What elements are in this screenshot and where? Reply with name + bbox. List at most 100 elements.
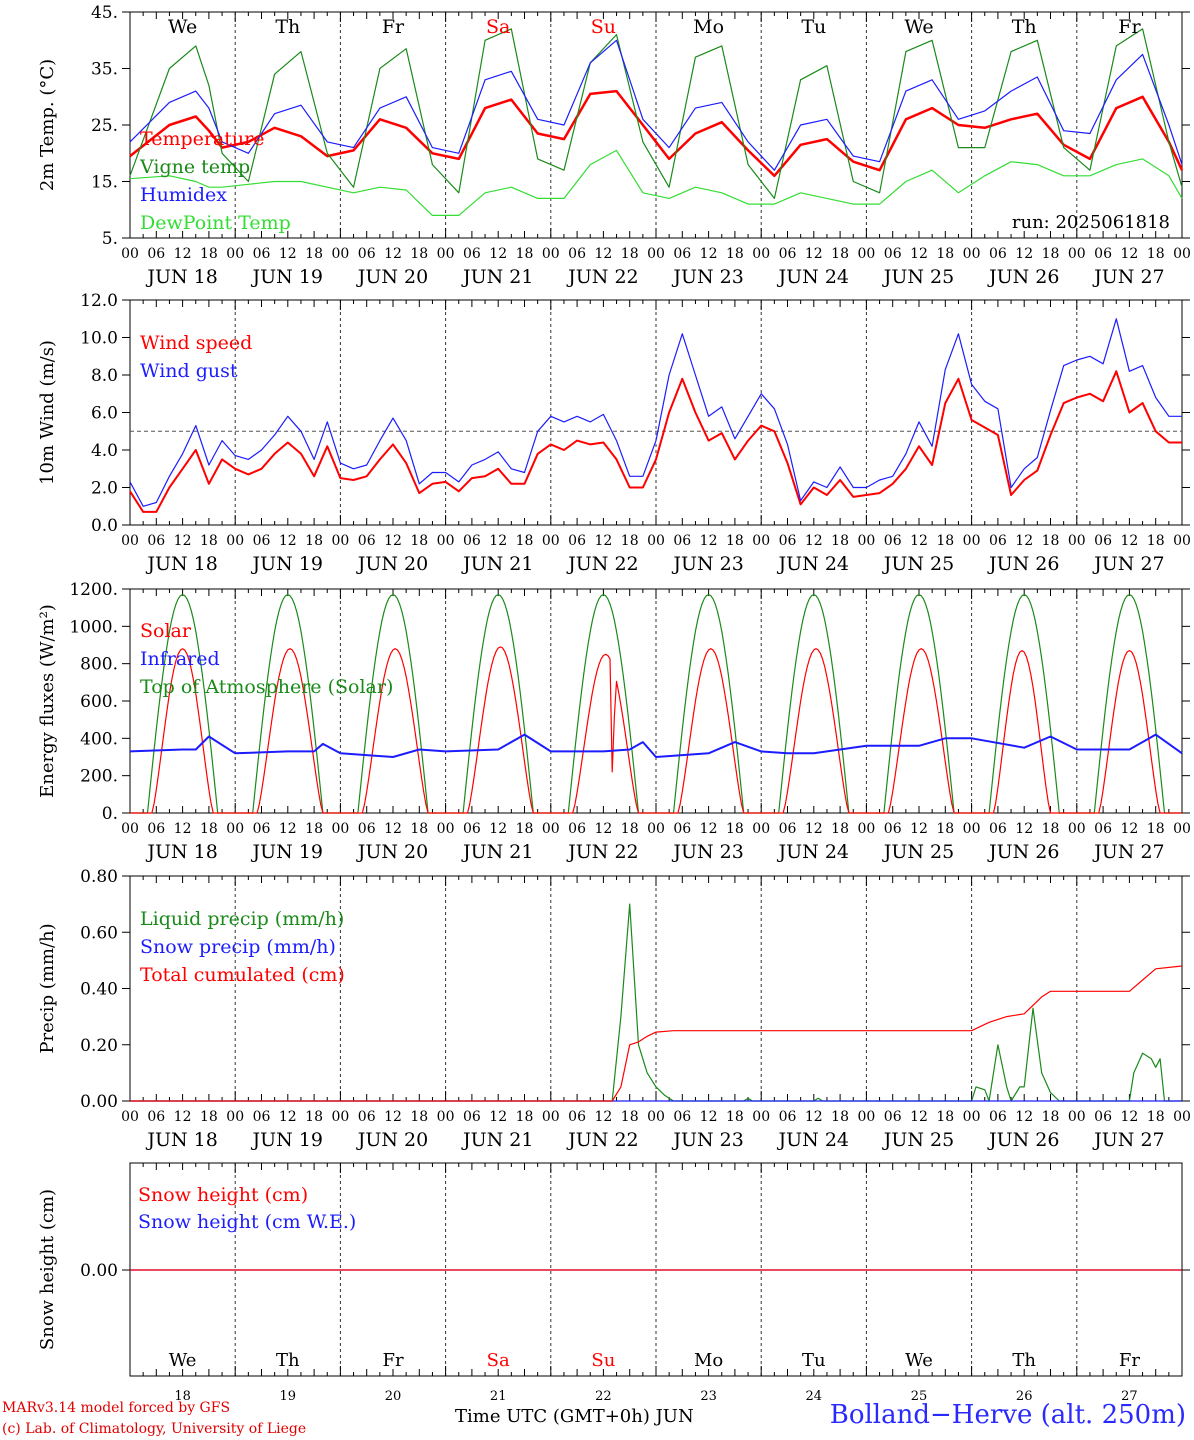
hour-tick-label: 06 bbox=[779, 246, 797, 262]
date-label: JUN 23 bbox=[671, 266, 743, 288]
hour-tick-label: 12 bbox=[489, 533, 507, 549]
y-tick-label: 0.60 bbox=[80, 923, 118, 943]
series-line bbox=[130, 965, 1183, 1102]
hour-tick-label: 12 bbox=[279, 246, 297, 262]
hour-tick-label: 18 bbox=[726, 1109, 744, 1125]
hour-tick-label: 06 bbox=[989, 246, 1007, 262]
hour-tick-label: 12 bbox=[489, 246, 507, 262]
y-tick-label: 0.20 bbox=[80, 1036, 118, 1056]
panel-1: 2m Temp. (°C) 45. 35. 25. 15. 5. We Th Fr Sa Su Mo T… bbox=[37, 3, 1191, 288]
hour-tick-label: 12 bbox=[805, 533, 823, 549]
hour-tick-label: 00 bbox=[647, 533, 665, 549]
hour-tick-label: 18 bbox=[831, 1109, 849, 1125]
credit-line: (c) Lab. of Climatology, University of L… bbox=[2, 1421, 307, 1437]
hour-tick-label: 18 bbox=[621, 1109, 639, 1125]
hour-tick-label: 00 bbox=[542, 1109, 560, 1125]
hour-tick-label: 06 bbox=[358, 1109, 376, 1125]
hour-tick-label: 12 bbox=[1015, 821, 1033, 837]
hour-tick-label: 12 bbox=[489, 821, 507, 837]
hour-tick-label: 00 bbox=[752, 1109, 770, 1125]
date-label: JUN 21 bbox=[461, 841, 533, 863]
y-axis-label: 2m Temp. (°C) bbox=[37, 59, 58, 191]
date-label: JUN 23 bbox=[671, 1129, 743, 1151]
hour-tick-label: 18 bbox=[831, 246, 849, 262]
model-line: MARv3.14 model forced by GFS bbox=[2, 1400, 231, 1416]
y-tick-label: 200. bbox=[80, 767, 118, 787]
hour-tick-label: 06 bbox=[884, 1109, 902, 1125]
date-label: JUN 18 bbox=[145, 553, 217, 575]
hour-tick-label: 12 bbox=[805, 1109, 823, 1125]
hour-tick-label: 00 bbox=[121, 821, 139, 837]
hour-tick-label: 18 bbox=[1147, 533, 1165, 549]
hour-tick-label: 06 bbox=[1094, 1109, 1112, 1125]
hour-tick-label: 12 bbox=[279, 1109, 297, 1125]
hour-tick-label: 00 bbox=[331, 1109, 349, 1125]
hour-tick-label: 06 bbox=[989, 533, 1007, 549]
hour-tick-label: 18 bbox=[1042, 246, 1060, 262]
date-label: JUN 26 bbox=[987, 266, 1059, 288]
y-tick-label: 1200. bbox=[69, 580, 118, 600]
date-label: JUN 22 bbox=[566, 1129, 638, 1151]
hour-tick-label: 06 bbox=[147, 821, 165, 837]
weekday-label: Tu bbox=[802, 1350, 826, 1371]
hour-tick-label: 18 bbox=[1042, 533, 1060, 549]
legend-entry: Snow precip (mm/h) bbox=[140, 936, 336, 958]
y-tick-label: 4.0 bbox=[91, 441, 118, 461]
day-number-label: 20 bbox=[385, 1389, 402, 1404]
hour-tick-label: 06 bbox=[463, 246, 481, 262]
hour-tick-label: 18 bbox=[200, 533, 218, 549]
hour-tick-label: 06 bbox=[1094, 246, 1112, 262]
y-axis-label: 10m Wind (m/s) bbox=[37, 340, 58, 485]
hour-tick-label: 18 bbox=[200, 1109, 218, 1125]
hour-tick-label: 06 bbox=[358, 246, 376, 262]
weekday-label: Su bbox=[591, 16, 616, 38]
station-name: Bolland−Herve (alt. 250m) bbox=[829, 1400, 1186, 1430]
hour-tick-label: 12 bbox=[1120, 246, 1138, 262]
hour-tick-label: 06 bbox=[463, 533, 481, 549]
hour-tick-label: 00 bbox=[437, 246, 455, 262]
hour-tick-label: 12 bbox=[384, 246, 402, 262]
date-label: JUN 19 bbox=[251, 266, 323, 288]
hour-tick-label: 18 bbox=[516, 533, 534, 549]
legend-entry: Humidex bbox=[140, 184, 227, 206]
hour-tick-label: 18 bbox=[1042, 1109, 1060, 1125]
hour-tick-label: 18 bbox=[936, 246, 954, 262]
weekday-label: Th bbox=[275, 16, 300, 38]
date-label: JUN 19 bbox=[251, 841, 323, 863]
hour-tick-label: 06 bbox=[568, 1109, 586, 1125]
series-line bbox=[129, 318, 1182, 507]
weekday-label: Sa bbox=[487, 1350, 510, 1371]
series-line bbox=[129, 149, 1183, 216]
y-tick-label: 0.00 bbox=[80, 1261, 118, 1281]
panel-2: 10m Wind (m/s) 12.0 10.0 8.0 6.0 4.0 2.0 0.0 Win… bbox=[37, 291, 1191, 575]
hour-tick-label: 06 bbox=[1094, 533, 1112, 549]
legend-entry: Temperature bbox=[140, 128, 264, 150]
date-label: JUN 22 bbox=[566, 841, 638, 863]
date-label: JUN 25 bbox=[882, 1129, 954, 1151]
series-line bbox=[129, 370, 1182, 513]
date-label: JUN 22 bbox=[566, 553, 638, 575]
hour-tick-label: 00 bbox=[647, 1109, 665, 1125]
hour-tick-label: 12 bbox=[489, 1109, 507, 1125]
date-label: JUN 20 bbox=[356, 553, 428, 575]
hour-tick-label: 18 bbox=[305, 533, 323, 549]
weekday-label: Fr bbox=[382, 1350, 403, 1371]
plot-frame bbox=[129, 299, 1183, 526]
hour-tick-label: 00 bbox=[226, 246, 244, 262]
hour-tick-label: 12 bbox=[384, 1109, 402, 1125]
legend-entry: Total cumulated (cm) bbox=[140, 964, 345, 986]
hour-tick-label: 12 bbox=[384, 533, 402, 549]
hour-tick-label: 18 bbox=[200, 246, 218, 262]
hour-tick-label: 12 bbox=[384, 821, 402, 837]
hour-tick-label: 00 bbox=[226, 821, 244, 837]
hour-tick-label: 00 bbox=[963, 533, 981, 549]
series-line bbox=[129, 89, 1184, 178]
y-axis-label: Energy fluxes (W/m²) bbox=[37, 604, 58, 798]
hour-tick-label: 00 bbox=[963, 821, 981, 837]
hour-tick-label: 18 bbox=[936, 821, 954, 837]
weekday-label: We bbox=[905, 1350, 933, 1371]
legend-entry: Liquid precip (mm/h) bbox=[140, 908, 344, 930]
legend-entry: Solar bbox=[140, 620, 192, 642]
date-label: JUN 27 bbox=[1092, 553, 1164, 575]
legend-entry: Snow height (cm W.E.) bbox=[138, 1211, 356, 1233]
